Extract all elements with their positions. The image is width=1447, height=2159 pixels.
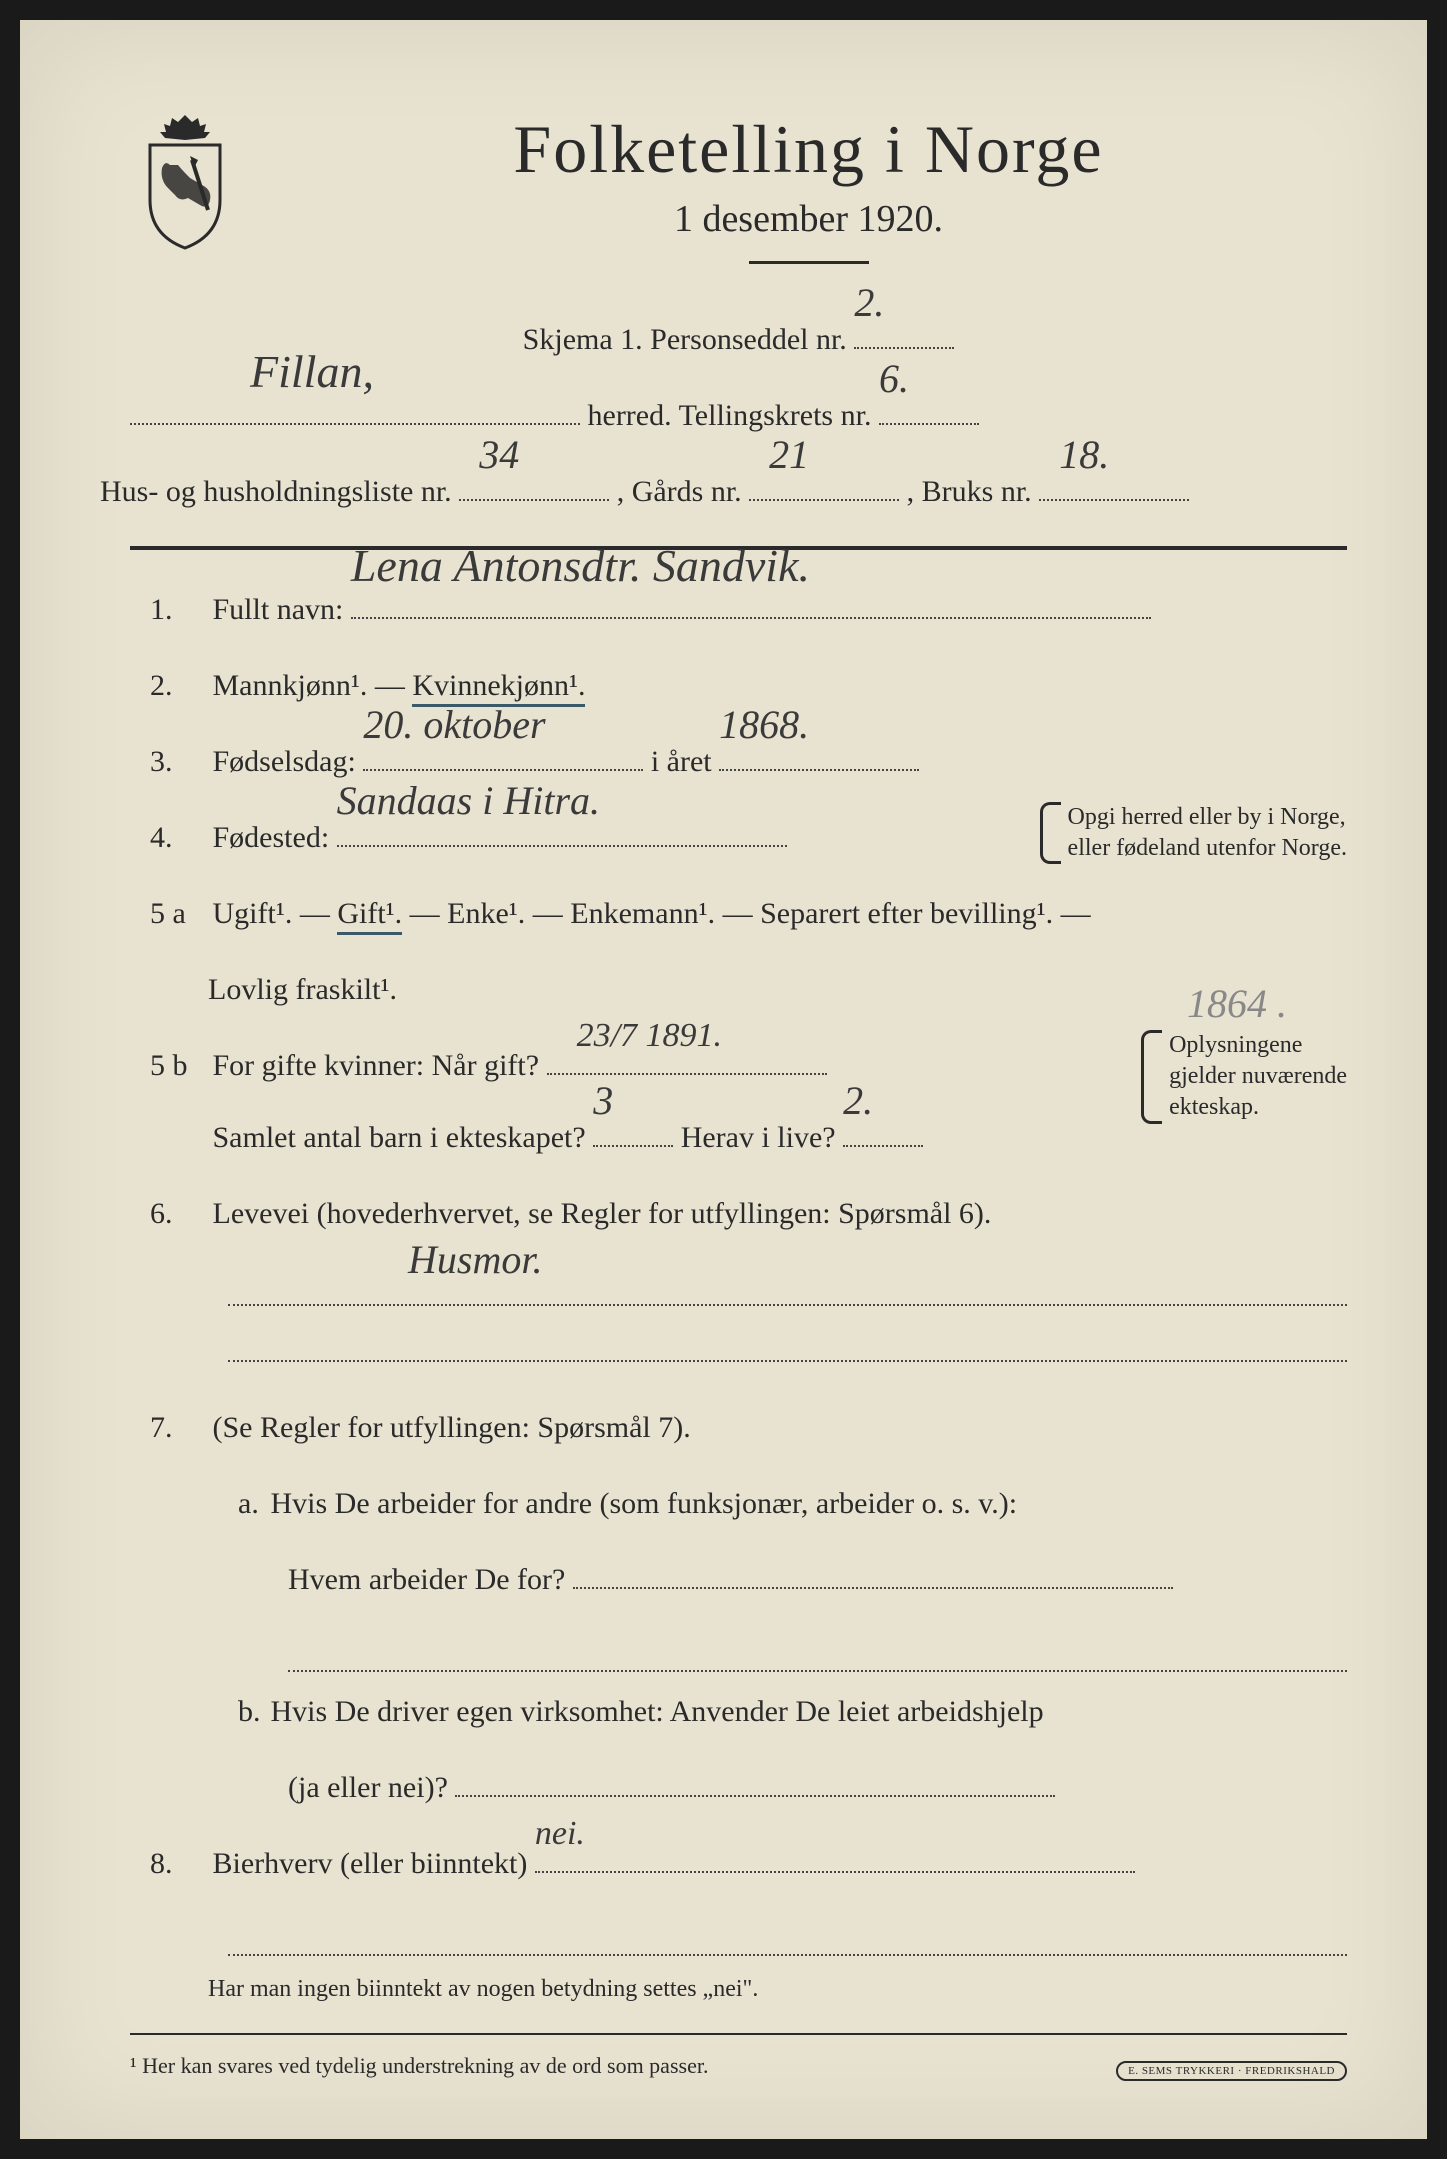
q5a-text: Ugift¹. — [213,897,330,930]
q7a-line1: Hvis De arbeider for andre (som funksjon… [271,1487,1018,1520]
q7b: b. Hvis De driver egen virksomhet: Anven… [130,1676,1347,1748]
q5b-num: 5 b [150,1030,205,1102]
gards-nr: 21 [769,407,809,503]
herred-line: Fillan, herred. Tellingskrets nr. 6. [130,380,1347,452]
tellingskrets-nr: 6. [879,331,909,427]
husliste-nr: 34 [479,407,519,503]
printer-mark: E. SEMS TRYKKERI · FREDRIKSHALD [1116,2061,1347,2081]
q1-value: Lena Antonsdtr. Sandvik. [351,511,810,621]
herred-value: Fillan, [250,317,374,427]
q4-note-1: Opgi herred eller by i Norge, [1068,802,1347,833]
q5b-date-blank: 23/7 1891. [547,1039,827,1075]
q7b-letter: b. [208,1676,263,1748]
q6-label: Levevei (hovederhvervet, se Regler for u… [213,1197,992,1230]
q4-num: 4. [150,802,205,874]
q7a-blank [573,1553,1173,1589]
q7a-blank-2 [288,1636,1347,1672]
tellingskrets-blank: 6. [879,389,979,425]
title-divider [749,261,869,264]
q5a-gift: Gift¹. [337,897,402,935]
q8-num: 8. [150,1828,205,1900]
coat-of-arms-icon [130,110,240,250]
q6-num: 6. [150,1178,205,1250]
q6-value: Husmor. [408,1212,542,1308]
q3: 3. Fødselsdag: 20. oktober i året 1868. [130,726,1347,798]
q4-blank: Sandaas i Hitra. [337,811,787,847]
bruks-nr: 18. [1059,407,1109,503]
q7b-l2: (ja eller nei)? [130,1752,1347,1824]
q7-label: (Se Regler for utfyllingen: Spørsmål 7). [213,1411,691,1444]
q7a: a. Hvis De arbeider for andre (som funks… [130,1468,1347,1540]
q5a-rest: — Enke¹. — Enkemann¹. — Separert efter b… [410,897,1091,930]
q5b-note-2: gjelder nuværende [1169,1061,1347,1092]
q4-value: Sandaas i Hitra. [337,753,600,849]
q4-note: Opgi herred eller by i Norge, eller føde… [1040,802,1347,864]
q2-num: 2. [150,650,205,722]
q1: 1. Fullt navn: Lena Antonsdtr. Sandvik. [130,574,1347,646]
q5b-wrap: 1864 . 5 b For gifte kvinner: Når gift? … [130,1030,1347,1174]
light-rule [130,2033,1347,2035]
q7b-blank [455,1761,1055,1797]
herred-label: herred. Tellingskrets nr. [588,399,872,432]
q7b-line2: (ja eller nei)? [288,1771,448,1804]
q8-blank: nei. [535,1837,1135,1873]
q5b-note-1: Oplysningene [1169,1030,1347,1061]
q7-num: 7. [150,1392,205,1464]
bruks-blank: 18. [1039,465,1189,501]
q7b-line1: Hvis De driver egen virksomhet: Anvender… [271,1695,1044,1728]
q1-label: Fullt navn: [213,593,344,626]
q1-blank: Lena Antonsdtr. Sandvik. [351,583,1151,619]
q6-blank: Husmor. [228,1270,1347,1306]
main-title: Folketelling i Norge [270,110,1347,189]
title-block: Folketelling i Norge 1 desember 1920. [270,110,1347,294]
q8-label: Bierhverv (eller biinntekt) [213,1847,528,1880]
footnote: Har man ingen biinntekt av nogen betydni… [130,1976,1347,2003]
q5b-note: Oplysningene gjelder nuværende ekteskap. [1141,1030,1347,1124]
q6-blank-2 [228,1326,1347,1362]
q3-mid: i året [651,745,712,778]
q5a-l2: Lovlig fraskilt¹. [130,954,1347,1026]
q5b-pencil: 1864 . [1187,980,1287,1027]
q8-value: nei. [535,1793,585,1875]
q3-num: 3. [150,726,205,798]
q5b: 5 b For gifte kvinner: Når gift? 23/7 18… [130,1030,1347,1174]
q5b-live: 2. [843,1053,873,1149]
q5b-barn: 3 [593,1053,613,1149]
q4: 4. Fødested: Sandaas i Hitra. Opgi herre… [130,802,1347,874]
q7: 7. (Se Regler for utfyllingen: Spørsmål … [130,1392,1347,1464]
q5b-barn-label: Samlet antal barn i ekteskapet? [213,1121,586,1154]
gards-blank: 21 [749,465,899,501]
q3-year-blank: 1868. [719,735,919,771]
q4-note-2: eller fødeland utenfor Norge. [1068,833,1347,864]
q5b-barn-blank: 3 [593,1111,673,1147]
q5a: 5 a Ugift¹. — Gift¹. — Enke¹. — Enkemann… [130,878,1347,950]
q3-label: Fødselsdag: [213,745,356,778]
q5b-live-blank: 2. [843,1111,923,1147]
q5a-num: 5 a [150,878,205,950]
q5b-note-3: ekteskap. [1169,1092,1347,1123]
q1-num: 1. [150,574,205,646]
q8: 8. Bierhverv (eller biinntekt) nei. [130,1828,1347,1956]
schema-prefix: Skjema 1. Personseddel nr. [523,323,847,356]
gards-label: , Gårds nr. [617,475,742,508]
q5b-label: For gifte kvinner: Når gift? [213,1049,540,1082]
q3-year: 1868. [719,677,809,773]
q8-blank-2 [228,1920,1347,1956]
header: Folketelling i Norge 1 desember 1920. [130,110,1347,294]
q7a-line2: Hvem arbeider De for? [288,1563,565,1596]
husliste-blank: 34 [459,465,609,501]
husliste-prefix: Hus- og husholdningsliste nr. [100,475,452,508]
subtitle: 1 desember 1920. [270,197,1347,241]
q4-label: Fødested: [213,821,330,854]
bruks-label: , Bruks nr. [907,475,1032,508]
census-form-page: Folketelling i Norge 1 desember 1920. Sk… [20,20,1427,2139]
q5a-line2: Lovlig fraskilt¹. [208,973,397,1006]
q6: 6. Levevei (hovederhvervet, se Regler fo… [130,1178,1347,1362]
q5b-live-label: Herav i live? [681,1121,836,1154]
q7a-letter: a. [208,1468,263,1540]
q7a-l2: Hvem arbeider De for? [130,1544,1347,1672]
